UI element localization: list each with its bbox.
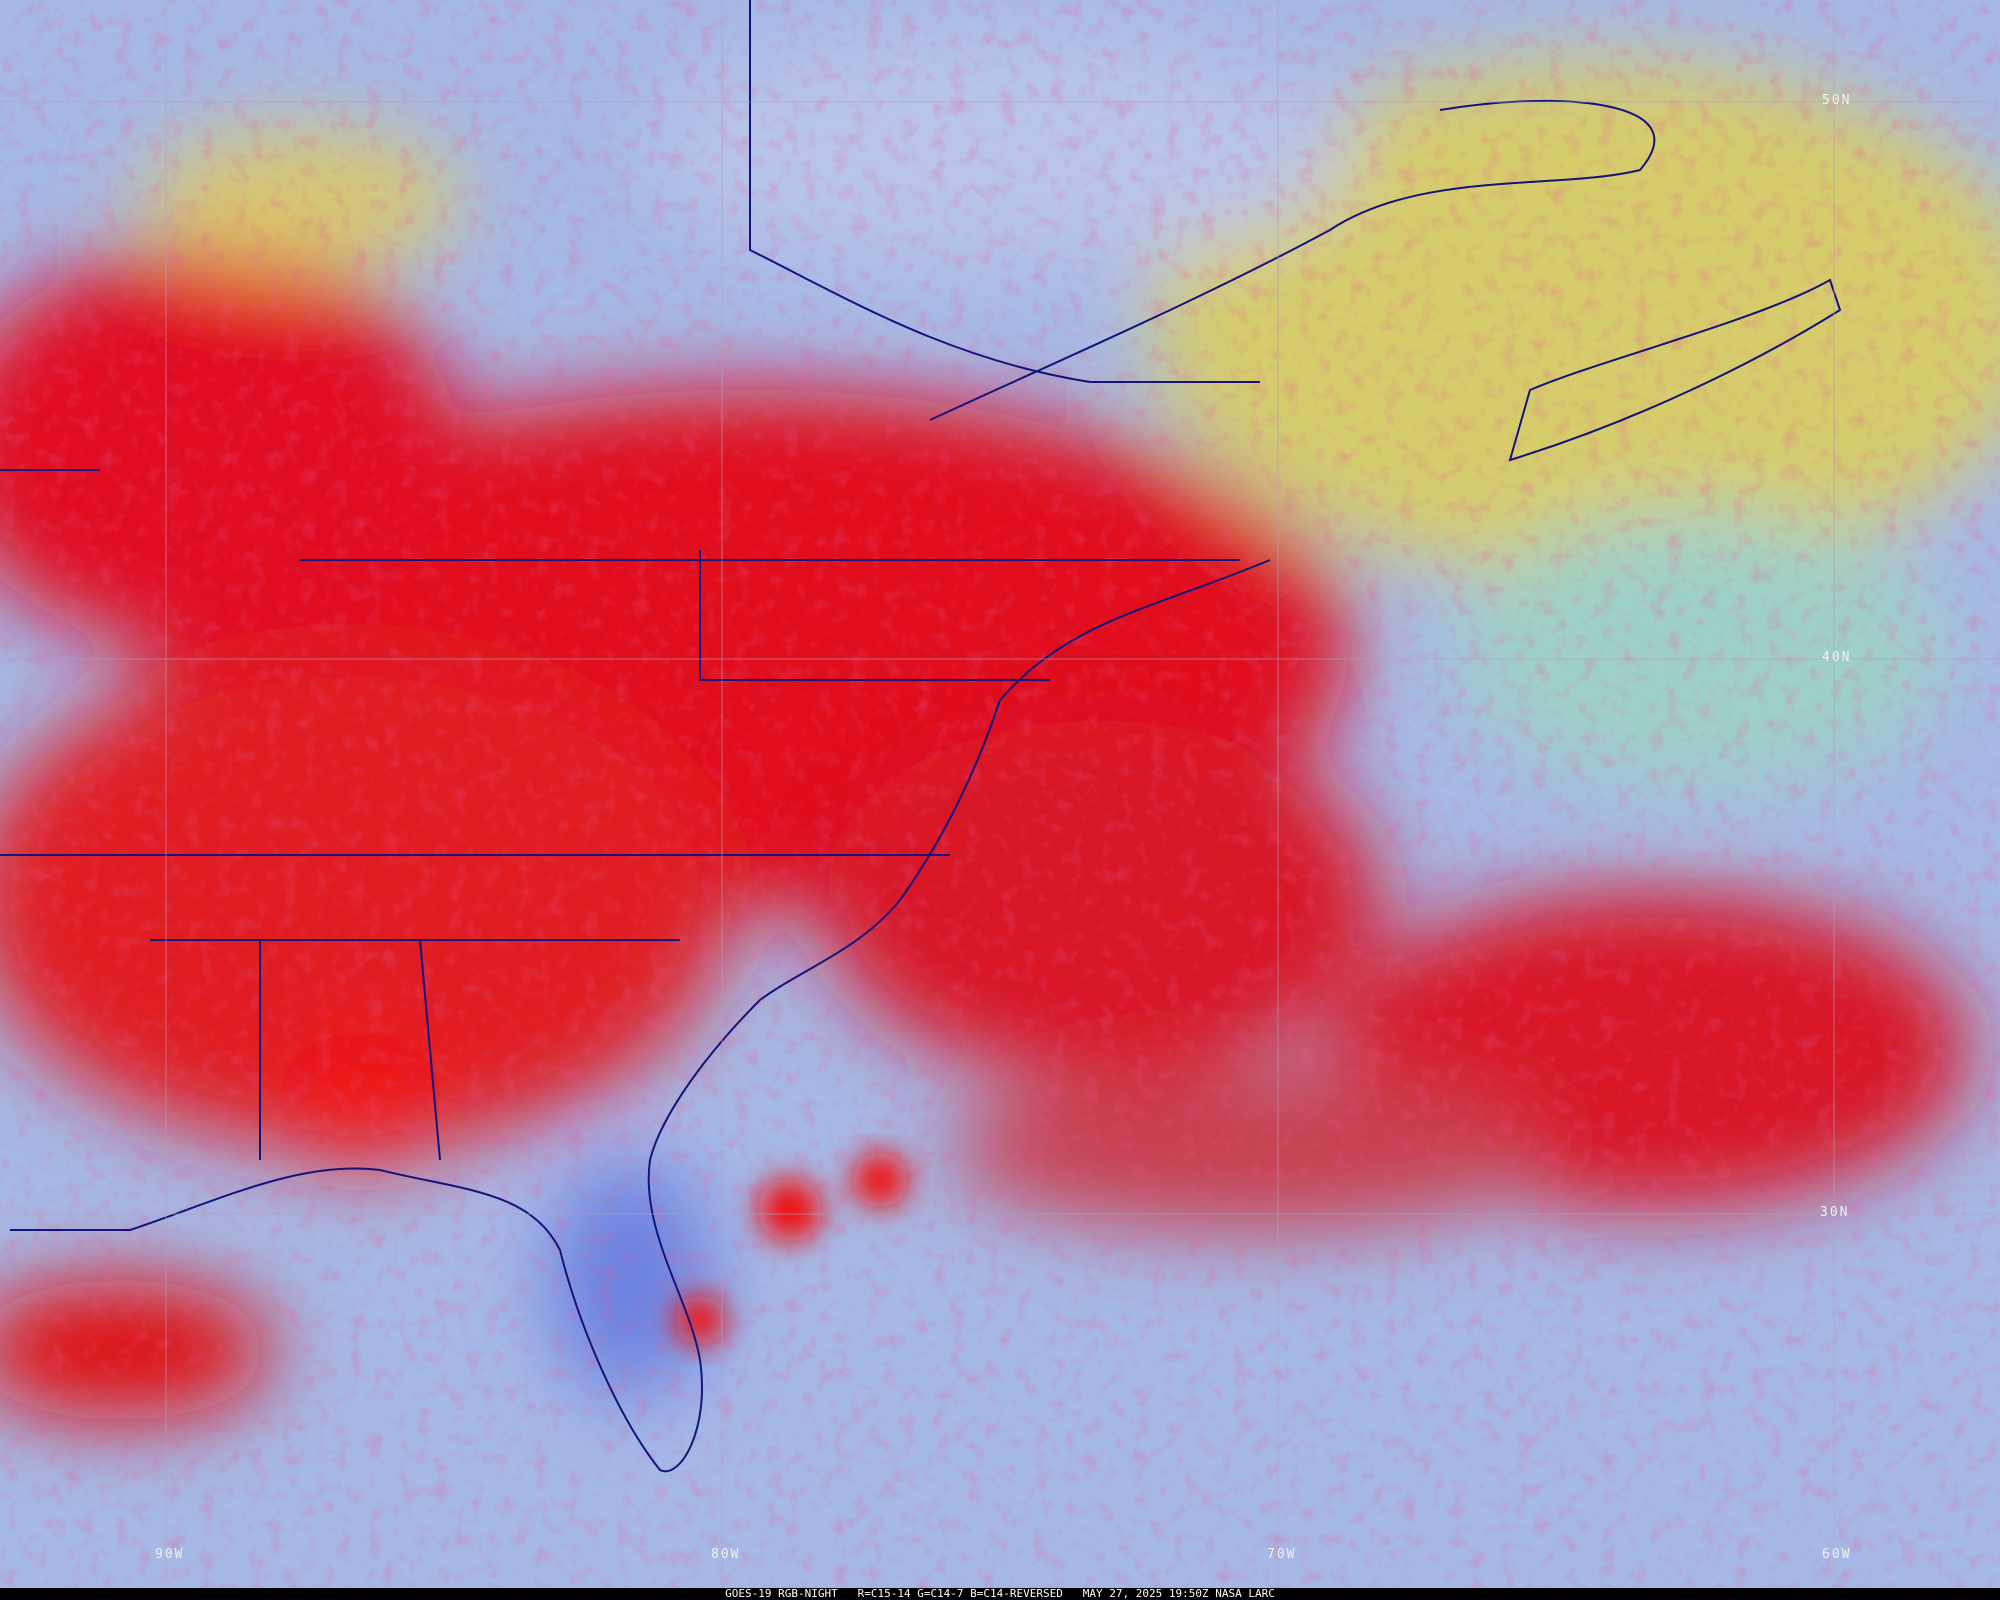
lat-label-40n: 40N xyxy=(1822,650,1852,665)
caption-bar: GOES-19 RGB-NIGHT R=C15-14 G=C14-7 B=C14… xyxy=(0,1588,2000,1600)
caption-satellite: GOES-19 RGB-NIGHT xyxy=(725,1587,838,1600)
lon-label-70w: 70W xyxy=(1267,1547,1297,1562)
caption-channels: R=C15-14 G=C14-7 B=C14-REVERSED xyxy=(857,1587,1063,1600)
lat-label-50n: 50N xyxy=(1822,93,1852,108)
caption-source: NASA LARC xyxy=(1215,1587,1275,1600)
lat-label-30n: 30N xyxy=(1820,1205,1850,1220)
lon-label-90w: 90W xyxy=(155,1547,185,1562)
lon-label-60w: 60W xyxy=(1822,1547,1852,1562)
political-boundaries xyxy=(0,0,1842,1473)
caption-datetime: MAY 27, 2025 19:50Z xyxy=(1082,1587,1209,1600)
lon-label-80w: 80W xyxy=(711,1547,741,1562)
